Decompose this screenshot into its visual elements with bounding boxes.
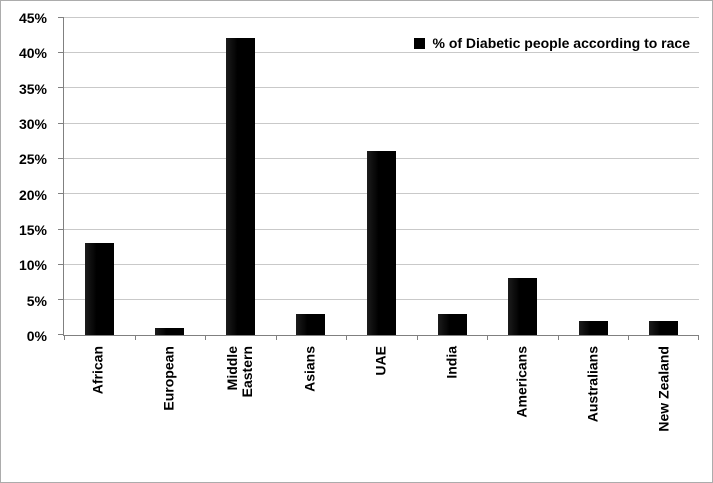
y-axis-tick: [58, 157, 63, 159]
y-axis-tick: [58, 299, 63, 301]
plot-area: % of Diabetic people according to race: [58, 16, 699, 340]
x-axis-tick: [698, 336, 699, 340]
y-axis-tick-label: 15%: [18, 222, 47, 238]
x-axis-category: UAE: [346, 327, 417, 457]
gridline: [64, 51, 699, 53]
bar-new-zealand: [649, 320, 679, 335]
y-axis-tick-label: 5%: [26, 292, 47, 309]
y-axis-tick: [58, 263, 63, 265]
legend: % of Diabetic people according to race: [411, 34, 693, 52]
x-axis-tick: [557, 336, 559, 340]
x-axis-category: Asians: [275, 327, 346, 457]
x-axis-category-label: European: [160, 346, 177, 411]
legend-label: % of Diabetic people according to race: [432, 35, 690, 51]
gridline: [64, 87, 699, 89]
y-axis-tick-label: 20%: [18, 186, 47, 203]
y-axis-tick: [58, 16, 63, 18]
x-axis-category: African: [63, 327, 134, 457]
y-axis-tick-label: 40%: [18, 45, 47, 62]
x-axis-category: India: [416, 327, 487, 457]
legend-marker-icon: [414, 37, 426, 49]
x-axis: African European Middle Eastern Asians UAE In…: [63, 327, 699, 457]
x-axis-category-label: Americans: [513, 346, 530, 418]
bar-asians: [296, 313, 326, 335]
y-axis-tick-label: 10%: [18, 257, 47, 274]
x-axis-tick: [205, 336, 207, 340]
x-axis-tick: [275, 336, 277, 340]
x-axis-category: Australians: [558, 327, 629, 457]
bars-layer: [64, 17, 699, 335]
y-axis-tick-label: 25%: [18, 151, 47, 168]
y-axis-tick-label: 0%: [26, 328, 47, 344]
x-axis-category: European: [134, 327, 205, 457]
x-axis-category-label: India: [443, 346, 460, 379]
gridline: [64, 16, 699, 18]
bar-african: [84, 243, 114, 335]
x-axis-category-label: Middle Eastern: [223, 346, 255, 398]
x-axis-tick: [346, 336, 348, 340]
x-axis-category: Americans: [487, 327, 558, 457]
bar-australians: [578, 320, 608, 335]
x-axis-tick: [134, 336, 136, 340]
bar-uae: [367, 151, 396, 335]
x-axis-category-label: Australians: [584, 346, 601, 423]
bar-americans: [508, 278, 538, 335]
y-axis-tick: [58, 87, 63, 89]
x-axis-category-label: African: [89, 346, 106, 395]
x-axis-tick: [487, 336, 489, 340]
y-axis-tick-label: 45%: [18, 10, 47, 26]
x-axis-tick: [416, 336, 418, 340]
x-axis-category-label: Asians: [301, 346, 318, 392]
y-axis-tick: [58, 122, 63, 124]
x-axis-tick: [64, 336, 65, 340]
y-axis: 0% 5% 10% 15% 20% 25% 30% 35% 40% 45%: [1, 10, 55, 344]
y-axis-tick: [58, 193, 63, 195]
x-axis-category-label: UAE: [372, 346, 389, 376]
x-axis-category-label: New Zealand: [655, 346, 672, 432]
bar-european: [155, 327, 185, 335]
x-axis-tick: [628, 336, 630, 340]
y-axis-tick: [58, 228, 63, 230]
y-axis-tick-label: 35%: [18, 80, 47, 97]
bar-india: [437, 313, 467, 335]
bar-middle-eastern: [225, 38, 255, 335]
y-axis-tick-label: 30%: [18, 116, 47, 132]
gridline: [64, 122, 699, 124]
y-axis-tick: [58, 334, 63, 335]
x-axis-category: New Zealand: [628, 327, 699, 457]
y-axis-tick: [58, 51, 63, 53]
x-axis-category: Middle Eastern: [204, 327, 275, 457]
